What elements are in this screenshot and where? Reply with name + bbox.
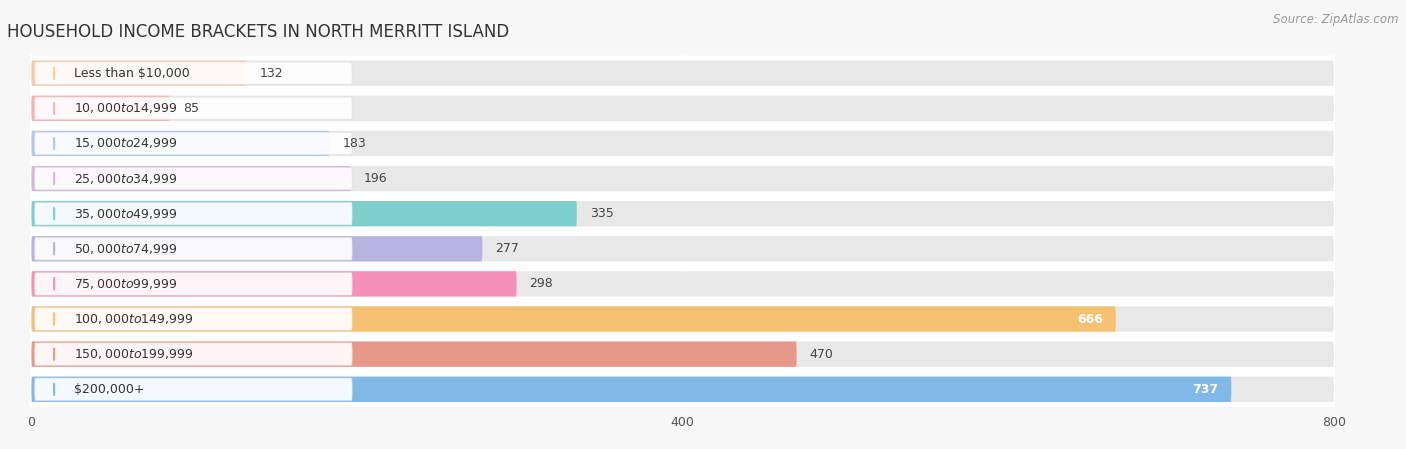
FancyBboxPatch shape (31, 236, 482, 261)
FancyBboxPatch shape (31, 96, 1334, 121)
Text: $25,000 to $34,999: $25,000 to $34,999 (73, 172, 177, 185)
Text: 85: 85 (183, 102, 198, 115)
FancyBboxPatch shape (35, 343, 352, 365)
Text: $35,000 to $49,999: $35,000 to $49,999 (73, 207, 177, 220)
FancyBboxPatch shape (31, 372, 1334, 407)
FancyBboxPatch shape (31, 301, 1334, 337)
FancyBboxPatch shape (31, 61, 1334, 86)
Text: $150,000 to $199,999: $150,000 to $199,999 (73, 347, 193, 361)
Text: Source: ZipAtlas.com: Source: ZipAtlas.com (1274, 13, 1399, 26)
FancyBboxPatch shape (35, 167, 352, 190)
FancyBboxPatch shape (31, 236, 1334, 261)
Text: HOUSEHOLD INCOME BRACKETS IN NORTH MERRITT ISLAND: HOUSEHOLD INCOME BRACKETS IN NORTH MERRI… (7, 23, 509, 41)
FancyBboxPatch shape (35, 132, 352, 154)
FancyBboxPatch shape (31, 231, 1334, 266)
FancyBboxPatch shape (31, 91, 1334, 126)
FancyBboxPatch shape (31, 342, 1334, 367)
FancyBboxPatch shape (31, 201, 576, 226)
FancyBboxPatch shape (31, 306, 1116, 332)
FancyBboxPatch shape (31, 337, 1334, 372)
FancyBboxPatch shape (31, 271, 1334, 296)
Text: 737: 737 (1192, 383, 1218, 396)
Text: 298: 298 (530, 277, 554, 291)
FancyBboxPatch shape (35, 202, 352, 225)
FancyBboxPatch shape (31, 166, 1334, 191)
FancyBboxPatch shape (31, 306, 1334, 332)
FancyBboxPatch shape (35, 273, 352, 295)
FancyBboxPatch shape (31, 126, 1334, 161)
FancyBboxPatch shape (35, 97, 352, 119)
Text: 183: 183 (343, 137, 366, 150)
FancyBboxPatch shape (31, 56, 1334, 91)
FancyBboxPatch shape (31, 342, 797, 367)
Text: $100,000 to $149,999: $100,000 to $149,999 (73, 312, 193, 326)
FancyBboxPatch shape (31, 96, 170, 121)
FancyBboxPatch shape (31, 166, 350, 191)
FancyBboxPatch shape (35, 238, 352, 260)
FancyBboxPatch shape (35, 308, 352, 330)
FancyBboxPatch shape (31, 61, 246, 86)
Text: Less than $10,000: Less than $10,000 (73, 67, 190, 79)
Text: 470: 470 (810, 348, 834, 361)
Text: 132: 132 (259, 67, 283, 79)
Text: $200,000+: $200,000+ (73, 383, 145, 396)
FancyBboxPatch shape (31, 131, 1334, 156)
FancyBboxPatch shape (31, 377, 1334, 402)
FancyBboxPatch shape (31, 201, 1334, 226)
Text: 196: 196 (364, 172, 387, 185)
FancyBboxPatch shape (35, 378, 352, 401)
FancyBboxPatch shape (31, 271, 516, 296)
Text: $50,000 to $74,999: $50,000 to $74,999 (73, 242, 177, 256)
Text: $10,000 to $14,999: $10,000 to $14,999 (73, 101, 177, 115)
Text: 666: 666 (1077, 313, 1102, 326)
FancyBboxPatch shape (31, 196, 1334, 231)
FancyBboxPatch shape (31, 266, 1334, 301)
FancyBboxPatch shape (31, 161, 1334, 196)
FancyBboxPatch shape (31, 377, 1232, 402)
Text: 335: 335 (591, 207, 613, 220)
FancyBboxPatch shape (31, 131, 329, 156)
Text: $15,000 to $24,999: $15,000 to $24,999 (73, 136, 177, 150)
FancyBboxPatch shape (35, 62, 352, 84)
Text: $75,000 to $99,999: $75,000 to $99,999 (73, 277, 177, 291)
Text: 277: 277 (495, 242, 519, 255)
